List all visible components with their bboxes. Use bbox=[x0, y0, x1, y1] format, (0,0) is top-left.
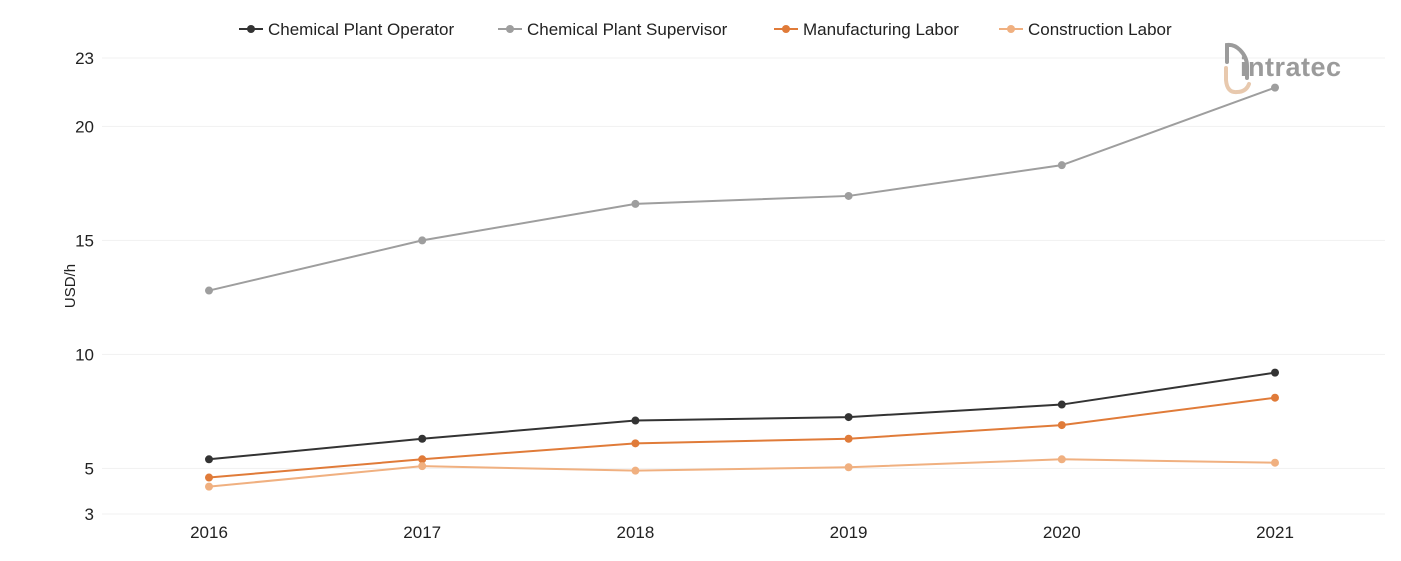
intratec-logo: intratec bbox=[1224, 42, 1342, 95]
data-point bbox=[418, 455, 427, 464]
series-line bbox=[208, 371, 1276, 461]
legend-label: Chemical Plant Supervisor bbox=[527, 20, 728, 39]
legend-item: Chemical Plant Operator bbox=[239, 20, 454, 39]
series-line bbox=[208, 396, 1276, 479]
series-lines bbox=[205, 83, 1279, 491]
x-axis-ticks: 2016 2017 2018 2019 2020 2021 bbox=[190, 523, 1294, 542]
y-axis-label: USD/h bbox=[62, 264, 79, 308]
y-tick-label: 10 bbox=[75, 345, 94, 364]
data-point bbox=[631, 199, 640, 208]
data-point bbox=[205, 286, 213, 295]
data-point bbox=[631, 416, 640, 425]
y-tick-label: 5 bbox=[85, 459, 94, 478]
x-tick-label: 2018 bbox=[616, 523, 654, 542]
series-0 bbox=[205, 368, 1279, 464]
series-2 bbox=[205, 393, 1279, 482]
x-tick-label: 2019 bbox=[830, 523, 868, 542]
data-point bbox=[205, 455, 213, 464]
legend-item: Construction Labor bbox=[999, 20, 1172, 39]
data-point bbox=[205, 482, 213, 491]
data-point bbox=[1057, 161, 1066, 170]
x-tick-label: 2021 bbox=[1256, 523, 1294, 542]
y-tick-label: 23 bbox=[75, 49, 94, 68]
series-line bbox=[208, 458, 1276, 488]
data-point bbox=[1271, 393, 1279, 402]
data-point bbox=[1057, 400, 1066, 409]
x-tick-label: 2020 bbox=[1043, 523, 1081, 542]
data-point bbox=[844, 191, 853, 200]
x-tick-label: 2016 bbox=[190, 523, 228, 542]
legend-label: Construction Labor bbox=[1028, 20, 1172, 39]
y-tick-label: 15 bbox=[75, 231, 94, 250]
data-point bbox=[418, 462, 427, 471]
data-point bbox=[844, 463, 853, 472]
legend: Chemical Plant Operator Chemical Plant Su… bbox=[239, 20, 1172, 39]
data-point bbox=[205, 473, 213, 482]
gridlines bbox=[102, 57, 1385, 515]
data-point bbox=[1057, 455, 1066, 464]
x-tick-label: 2017 bbox=[403, 523, 441, 542]
data-point bbox=[418, 434, 427, 443]
data-point bbox=[631, 439, 640, 448]
legend-item: Manufacturing Labor bbox=[774, 20, 959, 39]
y-tick-label: 20 bbox=[75, 117, 94, 136]
data-point bbox=[1271, 368, 1279, 377]
data-point bbox=[844, 413, 853, 422]
y-axis-ticks: 3 5 10 15 20 23 bbox=[75, 49, 94, 524]
data-point bbox=[844, 434, 853, 443]
legend-swatch-marker bbox=[1007, 25, 1015, 33]
legend-item: Chemical Plant Supervisor bbox=[498, 20, 728, 39]
series-1 bbox=[205, 83, 1279, 295]
legend-swatch-marker bbox=[247, 25, 255, 33]
legend-label: Chemical Plant Operator bbox=[268, 20, 454, 39]
series-3 bbox=[205, 455, 1279, 491]
data-point bbox=[418, 236, 427, 245]
data-point bbox=[1271, 83, 1279, 92]
legend-label: Manufacturing Labor bbox=[803, 20, 959, 39]
series-line bbox=[208, 86, 1276, 292]
legend-swatch-marker bbox=[782, 25, 790, 33]
data-point bbox=[1271, 458, 1279, 467]
legend-swatch-marker bbox=[506, 25, 514, 33]
data-point bbox=[631, 466, 640, 475]
logo-text: intratec bbox=[1240, 52, 1342, 82]
data-point bbox=[1057, 421, 1066, 430]
y-tick-label: 3 bbox=[85, 505, 94, 524]
